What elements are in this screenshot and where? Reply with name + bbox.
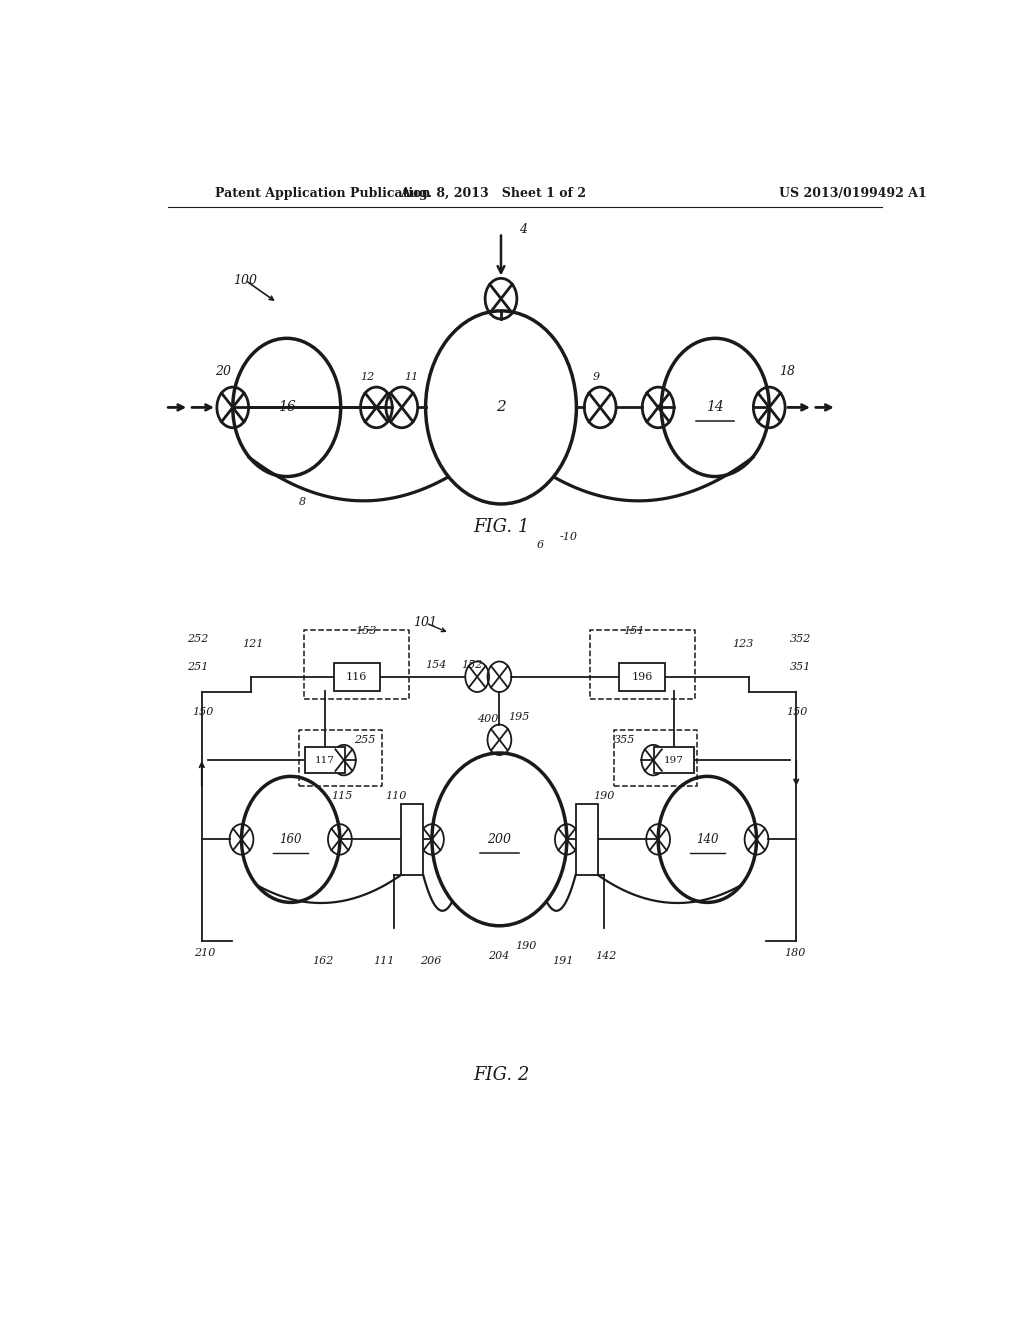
- Text: FIG. 2: FIG. 2: [473, 1067, 529, 1084]
- Text: 151: 151: [623, 626, 644, 636]
- Bar: [334, 663, 380, 690]
- Text: 206: 206: [421, 957, 441, 966]
- Text: 160: 160: [280, 833, 302, 846]
- Text: 16: 16: [278, 400, 296, 414]
- Text: 14: 14: [707, 400, 724, 414]
- Text: US 2013/0199492 A1: US 2013/0199492 A1: [778, 187, 927, 201]
- Text: 400: 400: [477, 714, 499, 725]
- Text: 255: 255: [354, 735, 375, 744]
- Text: 195: 195: [508, 713, 529, 722]
- Text: 123: 123: [732, 639, 754, 649]
- Text: 252: 252: [187, 634, 209, 644]
- Text: 20: 20: [215, 366, 231, 379]
- Text: 115: 115: [332, 791, 353, 801]
- Text: 110: 110: [386, 791, 407, 801]
- Text: FIG. 1: FIG. 1: [473, 519, 529, 536]
- Text: 121: 121: [242, 639, 263, 649]
- Text: 101: 101: [414, 616, 437, 630]
- Text: 190: 190: [594, 791, 614, 801]
- Bar: [575, 804, 598, 875]
- Text: 2: 2: [496, 400, 506, 414]
- Text: 190: 190: [516, 941, 537, 952]
- Text: 116: 116: [346, 672, 368, 681]
- Text: 4: 4: [519, 223, 527, 236]
- Text: 8: 8: [299, 496, 306, 507]
- Text: 191: 191: [552, 957, 573, 966]
- Bar: [620, 663, 666, 690]
- Text: -10: -10: [559, 532, 578, 541]
- Text: Patent Application Publication: Patent Application Publication: [215, 187, 431, 201]
- Text: 140: 140: [696, 833, 719, 846]
- Text: 111: 111: [374, 957, 395, 966]
- Text: 251: 251: [187, 661, 209, 672]
- Text: 6: 6: [538, 540, 544, 549]
- Text: 180: 180: [784, 948, 805, 958]
- Text: 351: 351: [791, 661, 812, 672]
- Text: 204: 204: [487, 952, 509, 961]
- Bar: [305, 747, 345, 772]
- Text: 117: 117: [314, 755, 335, 764]
- Text: 12: 12: [359, 372, 374, 381]
- Text: 210: 210: [195, 948, 216, 958]
- Text: 150: 150: [786, 708, 808, 717]
- Text: 154: 154: [425, 660, 446, 669]
- Text: 9: 9: [593, 372, 600, 381]
- Text: 196: 196: [632, 672, 653, 681]
- Text: 152: 152: [461, 660, 482, 669]
- Text: Aug. 8, 2013   Sheet 1 of 2: Aug. 8, 2013 Sheet 1 of 2: [400, 187, 586, 201]
- Text: 162: 162: [311, 957, 333, 966]
- Text: 142: 142: [595, 952, 616, 961]
- Bar: [401, 804, 423, 875]
- Text: 200: 200: [487, 833, 511, 846]
- Text: 355: 355: [614, 735, 636, 744]
- Bar: [654, 747, 694, 772]
- Text: 150: 150: [193, 708, 214, 717]
- Text: 11: 11: [404, 372, 419, 381]
- Text: 352: 352: [791, 634, 812, 644]
- Text: 197: 197: [664, 755, 684, 764]
- Text: 18: 18: [778, 366, 795, 379]
- Text: 100: 100: [233, 273, 257, 286]
- Text: 153: 153: [355, 626, 377, 636]
